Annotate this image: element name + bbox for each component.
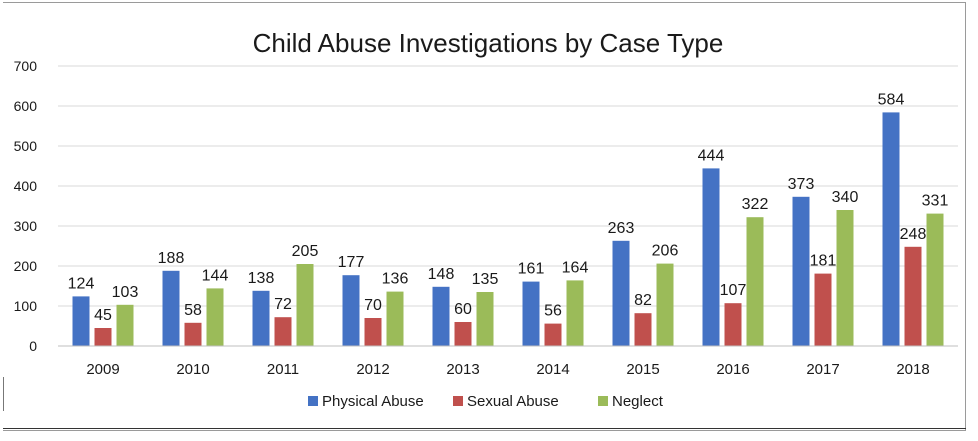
bar [926,213,944,346]
bar [274,317,292,346]
bar [476,292,494,346]
bar [116,304,134,346]
x-tick-label: 2010 [176,361,209,378]
legend-swatch [598,396,608,406]
data-label: 103 [112,284,139,301]
x-tick-label: 2017 [806,361,839,378]
y-tick-label: 600 [14,98,38,114]
x-tick-label: 2018 [896,361,929,378]
y-tick-label: 400 [14,178,38,194]
bar [792,196,810,346]
data-label: 331 [922,193,949,210]
data-label: 188 [158,250,185,267]
bar [252,290,270,346]
bar [386,291,404,346]
bar [364,318,382,346]
y-tick-label: 700 [14,58,38,74]
y-tick-label: 100 [14,298,38,314]
data-label: 138 [248,270,275,287]
gridlines [58,65,958,307]
bar [432,286,450,346]
bar [544,323,562,346]
bar [702,168,720,346]
legend-label: Neglect [612,393,664,410]
x-tick-label: 2015 [626,361,659,378]
legend: Physical Abuse Sexual Abuse Neglect [308,393,664,410]
bar [904,246,922,346]
data-label: 373 [788,176,815,193]
data-label: 45 [94,307,112,324]
bar [612,240,630,346]
y-tick-label: 200 [14,258,38,274]
data-label: 70 [364,297,382,314]
x-tick-label: 2011 [267,361,299,378]
bar [814,273,832,346]
bar [454,322,472,346]
data-label: 206 [652,243,679,260]
x-tick-label: 2012 [356,361,389,378]
x-tick-label: 2013 [446,361,479,378]
x-axis: 2009 2010 2011 2012 2013 2014 2015 2016 2017 2018 [58,345,958,378]
x-tick-label: 2009 [86,361,119,378]
x-tick-label: 2014 [536,361,569,378]
legend-swatch [453,396,463,406]
bar [746,217,764,346]
bar [72,296,90,346]
bar [296,264,314,346]
legend-label: Physical Abuse [322,393,424,410]
data-label: 135 [472,271,499,288]
x-tick-label: 2016 [716,361,749,378]
bars [72,112,944,347]
chart-title: Child Abuse Investigations by Case Type [253,28,724,58]
bar [882,112,900,347]
bar [94,328,112,346]
legend-label: Sexual Abuse [467,393,559,410]
bar [184,322,202,346]
bar [206,288,224,346]
data-label: 148 [428,266,455,283]
data-label: 136 [382,271,409,288]
data-label: 60 [454,301,472,318]
data-label: 161 [518,261,545,278]
data-label: 144 [202,267,229,284]
data-label: 322 [742,196,769,213]
left-edge-line [3,377,4,411]
data-label: 58 [184,302,202,319]
y-axis: 0 100 200 300 400 500 600 700 [14,58,38,354]
bar [656,263,674,346]
y-tick-label: 0 [29,338,37,354]
data-label: 340 [832,189,859,206]
data-label: 248 [900,226,927,243]
data-label: 263 [608,220,635,237]
data-label: 82 [634,292,652,309]
bottom-divider [3,428,966,429]
data-label: 584 [878,91,905,108]
bar [724,303,742,346]
data-label: 181 [810,253,837,270]
data-label: 72 [274,296,292,313]
data-label: 177 [338,254,365,271]
bar [342,275,360,346]
legend-swatch [308,396,318,406]
bar [522,281,540,346]
data-label: 107 [720,282,747,299]
data-label: 56 [544,303,562,320]
bar [836,210,854,346]
data-label: 164 [562,259,589,276]
data-label: 444 [698,147,725,164]
bar [634,313,652,346]
bar [566,280,584,346]
y-tick-label: 500 [14,138,38,154]
y-tick-label: 300 [14,218,38,234]
data-label: 124 [68,275,95,292]
bar [162,270,180,346]
data-label: 205 [292,243,319,260]
